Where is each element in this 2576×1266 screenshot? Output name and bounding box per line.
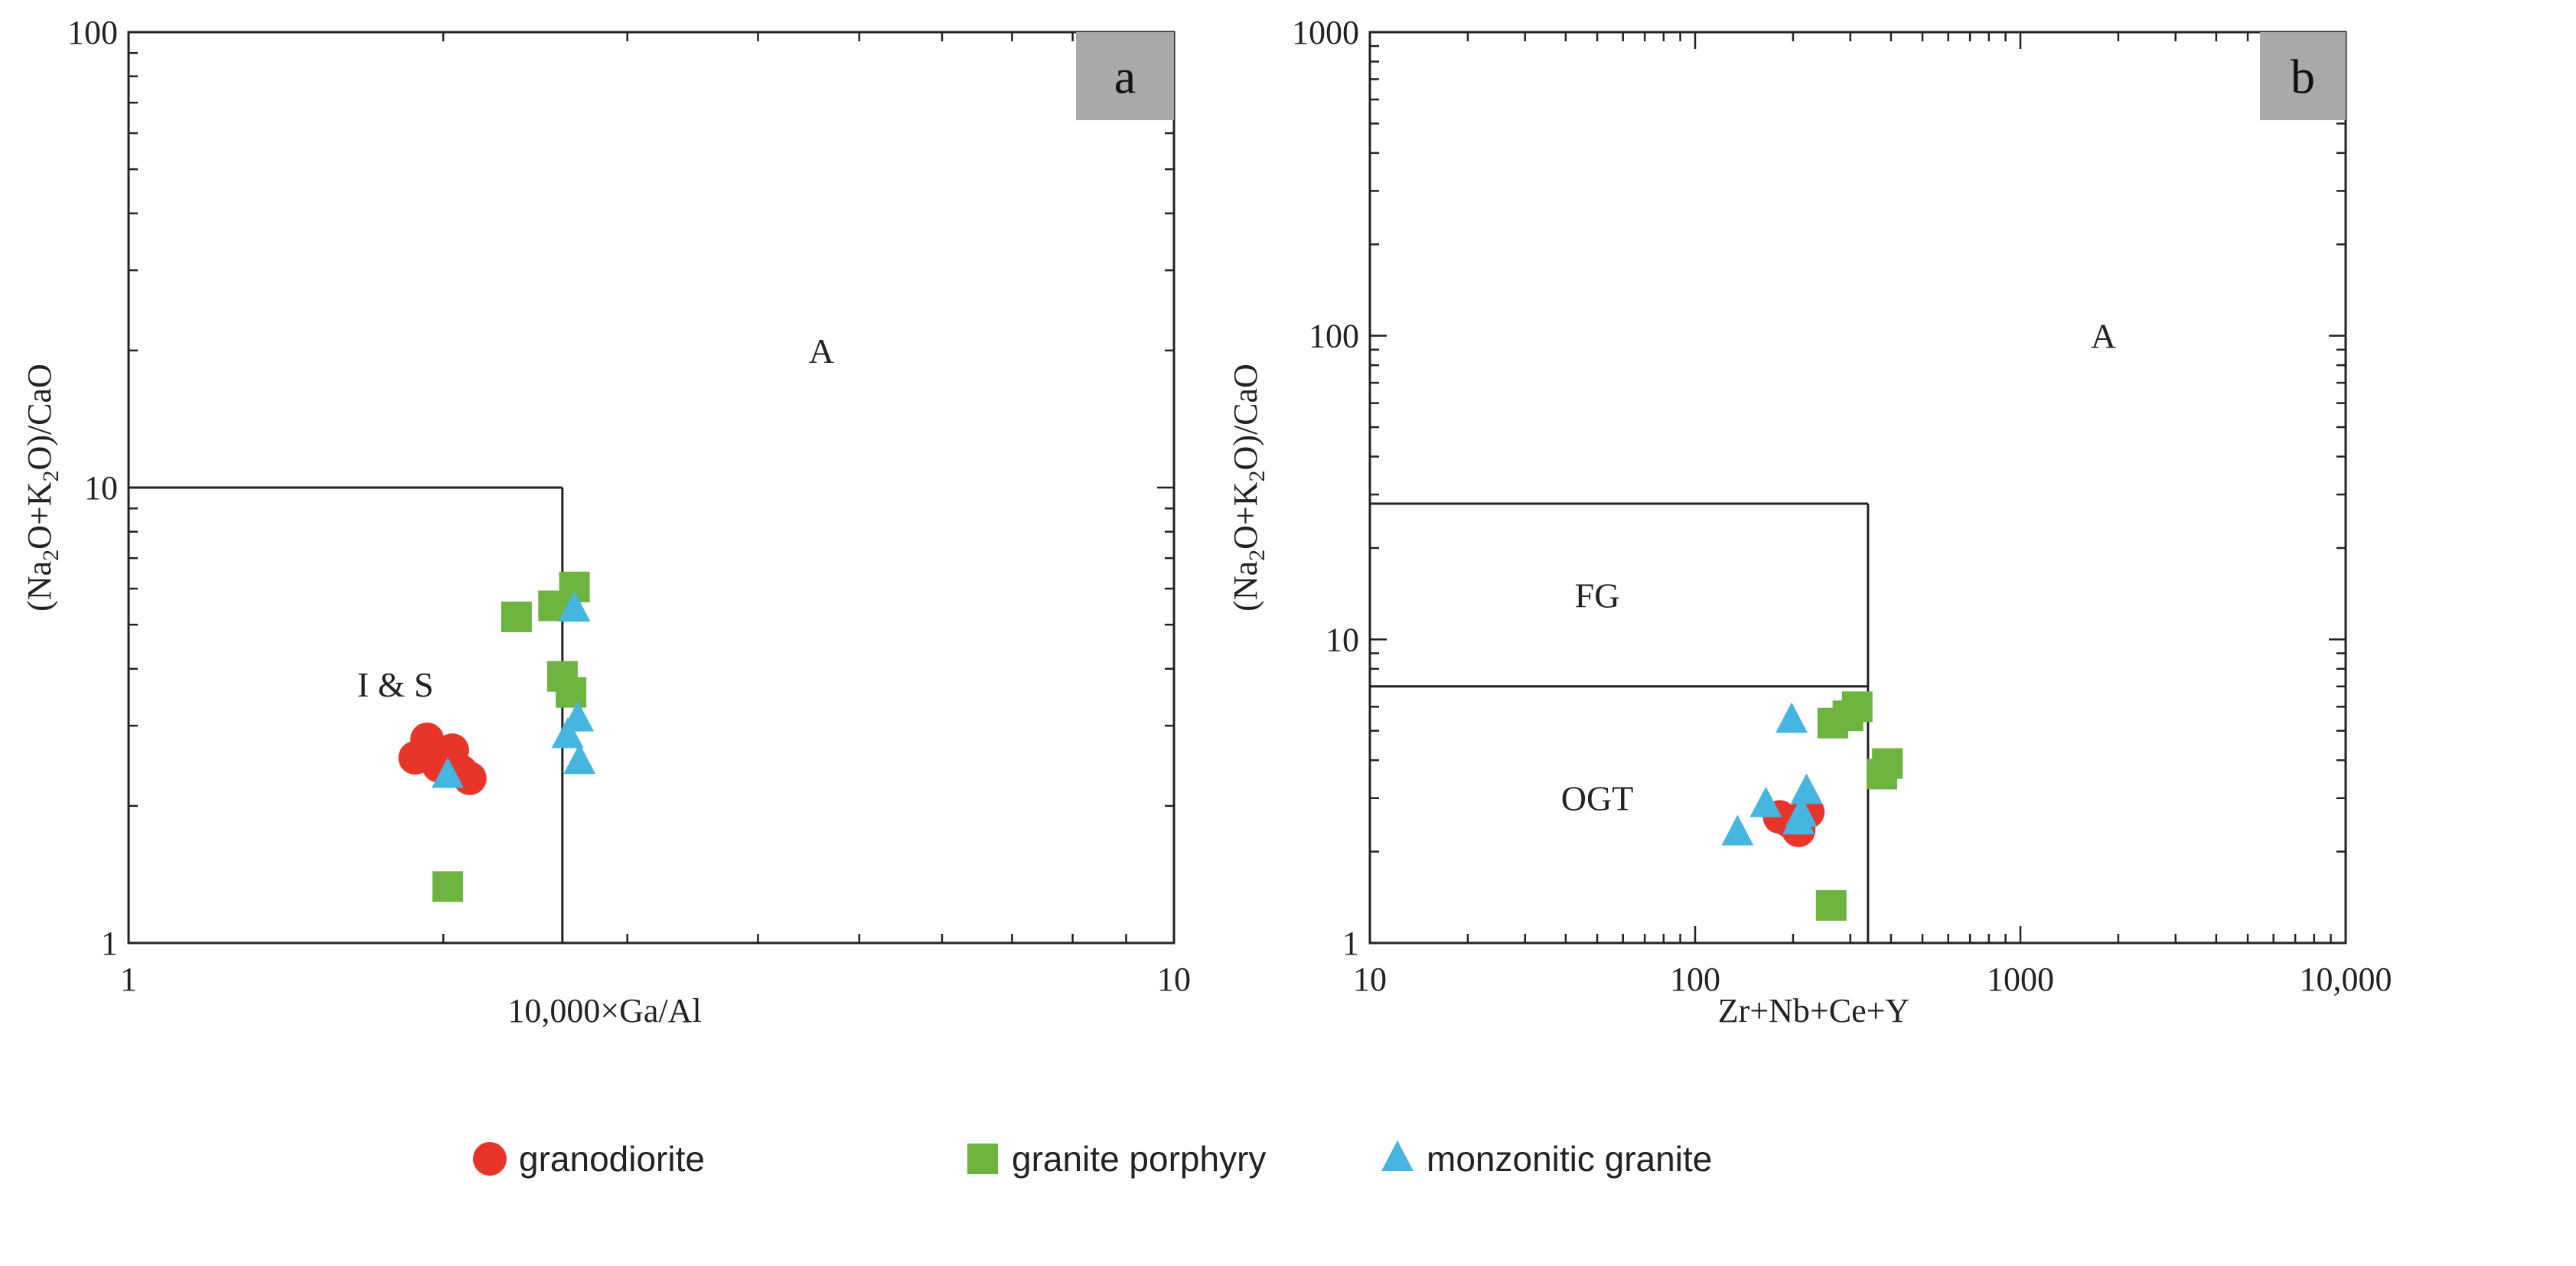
legend-marker-granite-porphyry xyxy=(967,1144,998,1174)
data-point-granodiorite xyxy=(410,722,445,756)
data-point-monzonitic-granite xyxy=(1749,786,1782,817)
legend: granodiorite granite porphyry monzonitic g… xyxy=(473,1139,1712,1179)
legend-label: granodiorite xyxy=(519,1139,705,1179)
data-point-granite-porphyry xyxy=(1841,691,1873,723)
data-point-granite-porphyry xyxy=(556,677,587,708)
y-axis-title-part: (Na xyxy=(1227,561,1264,612)
y-axis-title-subscript: 2 xyxy=(1244,550,1270,561)
axis-ticks xyxy=(1368,32,2346,945)
y-tick-label: 1 xyxy=(101,925,118,962)
data-point-monzonitic-granite xyxy=(563,743,596,775)
data-point-granite-porphyry xyxy=(1872,748,1903,779)
y-axis-title-part: (Na xyxy=(21,561,58,612)
panel-b: 10 100 1000 10,0001101001000Zr+Nb+Ce+Y(Na2O… xyxy=(1227,14,2392,1029)
legend-marker-monzonitic-granite xyxy=(1381,1140,1414,1171)
x-tick-label: 10,000 xyxy=(2300,961,2392,998)
y-tick-label: 1000 xyxy=(1292,14,1359,51)
x-axis-title: 10,000×Ga/Al xyxy=(507,992,701,1029)
panel-letter: b xyxy=(2291,50,2315,104)
x-tick-label: 10 xyxy=(1157,961,1191,998)
region-label: FG xyxy=(1575,576,1620,615)
legend-label: monzonitic granite xyxy=(1427,1139,1712,1179)
y-axis-title-subscript: 2 xyxy=(38,470,64,481)
x-tick-label: 1 xyxy=(120,961,137,998)
data-point-granite-porphyry xyxy=(1815,889,1847,921)
legend-label: granite porphyry xyxy=(1012,1139,1266,1179)
y-axis-title-subscript: 2 xyxy=(38,550,64,561)
y-tick-label: 1 xyxy=(1342,925,1359,962)
plot-frame xyxy=(1368,31,2347,945)
y-axis-title: (Na2O+K2O)/CaO xyxy=(21,364,64,612)
data-point-monzonitic-granite xyxy=(558,591,591,622)
data-point-granite-porphyry xyxy=(501,601,532,632)
data-point-monzonitic-granite xyxy=(1790,773,1823,804)
data-point-monzonitic-granite xyxy=(551,717,584,749)
x-axis-title: Zr+Nb+Ce+Y xyxy=(1718,992,1909,1029)
y-tick-label: 100 xyxy=(1309,318,1359,355)
y-axis-title-part: O+K xyxy=(21,481,58,550)
y-axis-title-part: O)/CaO xyxy=(1227,364,1264,470)
region-label: I & S xyxy=(357,665,434,704)
x-tick-label: 100 xyxy=(1670,961,1720,998)
legend-marker-granodiorite xyxy=(473,1142,507,1176)
panel-letter-box xyxy=(1076,32,1174,120)
data-point-monzonitic-granite xyxy=(1782,804,1815,835)
y-axis-title-part: O)/CaO xyxy=(21,364,58,470)
data-point-granite-porphyry xyxy=(432,871,464,902)
data-point-monzonitic-granite xyxy=(432,757,465,788)
data-point-monzonitic-granite xyxy=(1721,814,1754,846)
x-tick-label: 10 xyxy=(1353,961,1387,998)
x-tick-label: 1000 xyxy=(1987,961,2054,998)
panel-letter-box xyxy=(2260,32,2346,120)
y-axis-title-part: O+K xyxy=(1227,481,1264,550)
region-label: A xyxy=(2091,317,2116,356)
y-tick-label: 10 xyxy=(1325,621,1359,658)
region-label: OGT xyxy=(1561,779,1634,818)
data-point-monzonitic-granite xyxy=(1775,702,1808,733)
y-axis-title-subscript: 2 xyxy=(1244,470,1270,481)
region-label: A xyxy=(809,331,834,370)
y-axis-title: (Na2O+K2O)/CaO xyxy=(1227,364,1270,612)
y-tick-label: 100 xyxy=(67,14,118,51)
panel-letter: a xyxy=(1114,50,1136,104)
y-tick-label: 10 xyxy=(84,469,118,507)
